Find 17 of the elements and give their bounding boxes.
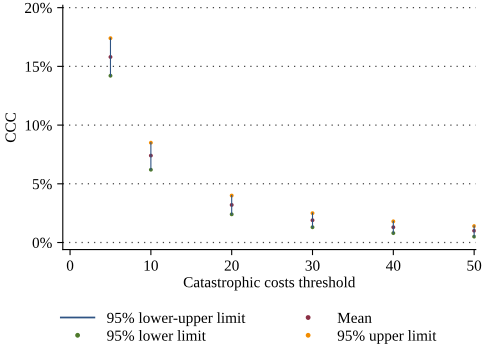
legend-label: 95% lower-upper limit (107, 312, 246, 326)
y-tick-label: 20% (25, 2, 52, 14)
y-tick-label: 15% (26, 62, 52, 72)
legend-label: Mean (338, 312, 372, 324)
x-axis-title: Catastrophic costs threshold (184, 276, 356, 290)
x-tick-label: 0 (66, 260, 74, 271)
legend-label: 95% upper limit (338, 330, 436, 344)
y-tick-label: 5% (32, 178, 52, 190)
y-axis-title: CCC (5, 113, 16, 142)
x-tick-label: 10 (144, 260, 158, 271)
y-tick-label: 10% (26, 120, 52, 131)
x-tick-label: 40 (386, 260, 400, 271)
legend-label: 95% lower limit (107, 330, 206, 341)
y-tick-label: 0% (32, 238, 52, 248)
x-tick-label: 20 (224, 260, 239, 271)
x-tick-label: 50 (467, 260, 482, 271)
x-tick-label: 30 (306, 260, 320, 271)
